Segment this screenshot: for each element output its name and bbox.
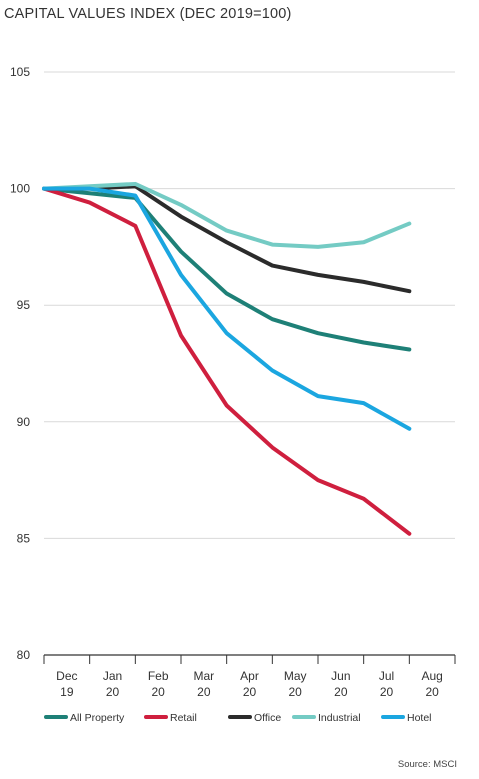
y-tick-label: 95	[17, 298, 31, 312]
source-note: Source: MSCI	[397, 759, 457, 770]
x-tick-label-month: May	[284, 669, 307, 683]
legend: All Property Retail Office Industrial Hotel	[44, 712, 432, 724]
legend-label: Industrial	[318, 712, 361, 724]
x-tick-label-year: 20	[151, 685, 165, 699]
x-tick-label-month: Jun	[331, 669, 350, 683]
x-tick-label-year: 20	[425, 685, 439, 699]
x-tick-label-year: 20	[243, 685, 257, 699]
legend-label: Retail	[170, 712, 197, 724]
y-tick-label: 100	[10, 182, 30, 196]
x-tick-label-month: Aug	[421, 669, 442, 683]
series-line-office	[42, 184, 412, 294]
y-tick-label: 80	[17, 648, 31, 662]
x-tick-label-year: 20	[334, 685, 348, 699]
y-tick-label: 105	[10, 65, 30, 79]
x-axis: Dec 19 Jan 20 Feb 20 Mar 20 Apr 20 May 20 Jun 20 Jul 20…	[43, 654, 456, 699]
x-tick-label-month: Dec	[56, 669, 77, 683]
series-line-retail	[42, 186, 412, 536]
x-tick-label-year: 20	[288, 685, 302, 699]
legend-label: All Property	[70, 712, 125, 724]
x-tick-label-year: 20	[106, 685, 120, 699]
chart-title: CAPITAL VALUES INDEX (DEC 2019=100)	[4, 6, 292, 22]
y-axis-tick-labels: 80 85 90 95 100 105	[10, 65, 30, 662]
legend-label: Hotel	[407, 712, 432, 724]
x-tick-label-month: Apr	[240, 669, 259, 683]
series-lines	[42, 181, 412, 536]
x-tick-label-year: 20	[380, 685, 394, 699]
legend-label: Office	[254, 712, 281, 724]
y-tick-label: 90	[17, 415, 31, 429]
y-tick-label: 85	[17, 531, 31, 545]
x-tick-label-month: Jan	[103, 669, 122, 683]
x-tick-label-year: 19	[60, 685, 74, 699]
series-line-all-property	[42, 186, 412, 352]
x-tick-label-month: Jul	[379, 669, 394, 683]
x-tick-label-month: Feb	[148, 669, 169, 683]
series-line-hotel	[42, 186, 412, 431]
series-line-industrial	[42, 181, 412, 249]
x-tick-label-year: 20	[197, 685, 211, 699]
x-tick-label-month: Mar	[193, 669, 214, 683]
